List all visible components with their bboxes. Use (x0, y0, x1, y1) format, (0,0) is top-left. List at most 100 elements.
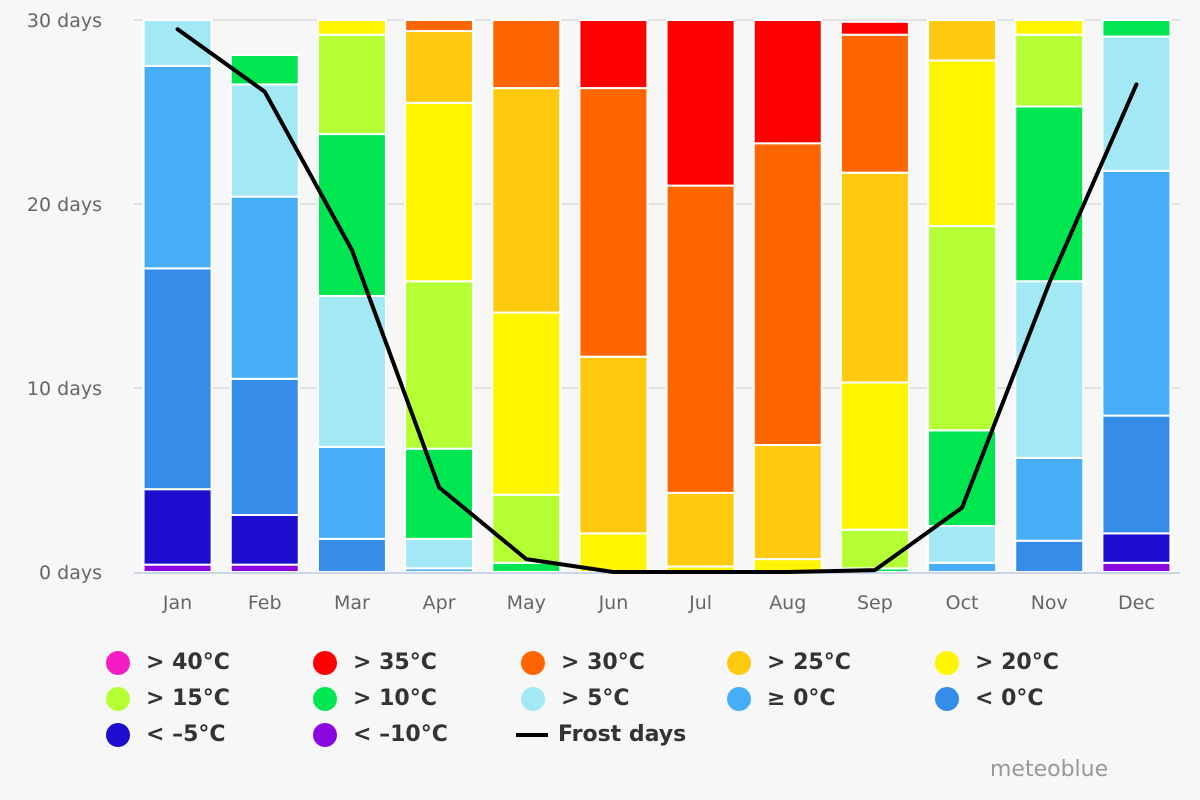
bar-segment[interactable] (752, 142, 823, 447)
bar-stack-nov (1014, 19, 1085, 573)
bar-segment[interactable] (578, 19, 649, 90)
legend-item[interactable]: > 25°C (727, 650, 851, 675)
bar-segment[interactable] (229, 563, 300, 574)
x-tick-label: Aug (769, 592, 806, 614)
legend-item[interactable]: > 30°C (521, 650, 645, 675)
bar-segment[interactable] (1014, 539, 1085, 573)
bar-segment[interactable] (229, 83, 300, 198)
bar-stack-mar (316, 19, 387, 574)
bar-segment[interactable] (927, 525, 998, 564)
legend-item[interactable]: > 40°C (106, 650, 230, 675)
bar-segment[interactable] (752, 19, 823, 145)
bar-segment[interactable] (1101, 532, 1172, 564)
gridlines (134, 19, 1180, 389)
bar-segment[interactable] (1101, 414, 1172, 535)
bar-segment[interactable] (578, 355, 649, 535)
bar-segment[interactable] (142, 267, 213, 491)
bar-segment[interactable] (839, 33, 910, 174)
bar-segment[interactable] (316, 33, 387, 136)
bar-segment[interactable] (927, 19, 998, 62)
y-tick-label: 0 days (39, 562, 102, 584)
bar-segment[interactable] (1101, 169, 1172, 417)
bar-segment[interactable] (316, 19, 387, 36)
bar-stack-aug (752, 19, 823, 573)
legend-item[interactable]: < –5°C (106, 722, 226, 747)
bar-segment[interactable] (1014, 105, 1085, 283)
bar-segment[interactable] (316, 537, 387, 574)
bar-segment[interactable] (491, 493, 562, 564)
legend-item[interactable]: > 10°C (313, 686, 437, 711)
bar-segment[interactable] (316, 133, 387, 297)
bar-segment[interactable] (927, 59, 998, 228)
bar-segment[interactable] (404, 447, 475, 540)
bar-segment[interactable] (491, 311, 562, 496)
x-tick-label: May (507, 592, 546, 614)
bar-segment[interactable] (927, 561, 998, 573)
bar-segment[interactable] (404, 30, 475, 104)
legend-label: > 10°C (353, 686, 437, 711)
bar-stack-oct (927, 19, 998, 573)
bar-stack-apr (404, 19, 475, 574)
legend-label: > 35°C (353, 650, 437, 675)
legend-dot-icon (313, 650, 337, 675)
x-tick-label: Feb (248, 592, 282, 614)
bar-segment[interactable] (142, 19, 213, 67)
bar-stack-feb (229, 53, 300, 574)
legend-item[interactable]: > 35°C (313, 650, 437, 675)
legend-dot-icon (935, 686, 959, 711)
bar-segment[interactable] (142, 65, 213, 270)
bar-segment[interactable] (229, 513, 300, 566)
legend-dot-icon (727, 686, 751, 711)
bar-segment[interactable] (578, 87, 649, 358)
bar-segment[interactable] (316, 445, 387, 540)
bar-segment[interactable] (142, 488, 213, 566)
bar-segment[interactable] (142, 563, 213, 574)
bar-segment[interactable] (752, 444, 823, 561)
legend-item[interactable]: Frost days (516, 722, 686, 747)
bar-segment[interactable] (404, 537, 475, 570)
bar-segment[interactable] (1014, 456, 1085, 542)
bar-segment[interactable] (491, 19, 562, 90)
legend-label: > 30°C (561, 650, 645, 675)
y-axis: 0 days 10 days 20 days 30 days (27, 10, 102, 584)
legend-item[interactable]: > 15°C (106, 686, 230, 711)
bar-segment[interactable] (839, 20, 910, 36)
legend-label: > 25°C (767, 650, 851, 675)
bar-segment[interactable] (839, 381, 910, 531)
bar-segment[interactable] (229, 195, 300, 380)
legend-label: ≥ 0°C (767, 686, 836, 711)
bar-segment[interactable] (665, 19, 736, 187)
bar-segment[interactable] (927, 225, 998, 432)
legend-item[interactable]: > 5°C (521, 686, 630, 711)
bar-segment[interactable] (1101, 561, 1172, 573)
legend-item[interactable]: > 20°C (935, 650, 1059, 675)
bar-segment[interactable] (839, 528, 910, 570)
stacked-bar-chart: 0 days 10 days 20 days 30 days Jan Feb Mar Apr… (27, 10, 1180, 614)
legend-label: < –5°C (146, 722, 226, 747)
bar-segment[interactable] (1014, 280, 1085, 459)
credit-meteoblue: meteoblue (990, 757, 1109, 782)
x-tick-label: Mar (334, 592, 370, 614)
bar-segment[interactable] (491, 87, 562, 314)
bar-segment[interactable] (404, 19, 475, 33)
bar-segment[interactable] (665, 491, 736, 568)
bar-segment[interactable] (1101, 35, 1172, 172)
bar-segment[interactable] (839, 171, 910, 384)
legend-dot-icon (313, 686, 337, 711)
bar-segment[interactable] (229, 377, 300, 516)
legend-label: < –10°C (353, 722, 448, 747)
bar-segment[interactable] (1101, 19, 1172, 38)
bar-segment[interactable] (578, 532, 649, 573)
legend-item[interactable]: < 0°C (935, 686, 1044, 711)
legend-item[interactable]: < –10°C (313, 722, 448, 747)
legend-item[interactable]: ≥ 0°C (727, 686, 836, 711)
x-tick-label: Dec (1118, 592, 1155, 614)
bar-stack-jul (665, 19, 736, 573)
bar-segment[interactable] (229, 53, 300, 86)
bar-segment[interactable] (1014, 33, 1085, 108)
legend-label: > 20°C (975, 650, 1059, 675)
x-tick-label: Nov (1031, 592, 1068, 614)
bar-segment[interactable] (665, 184, 736, 494)
bar-segment[interactable] (404, 101, 475, 283)
bar-segment[interactable] (1014, 19, 1085, 36)
